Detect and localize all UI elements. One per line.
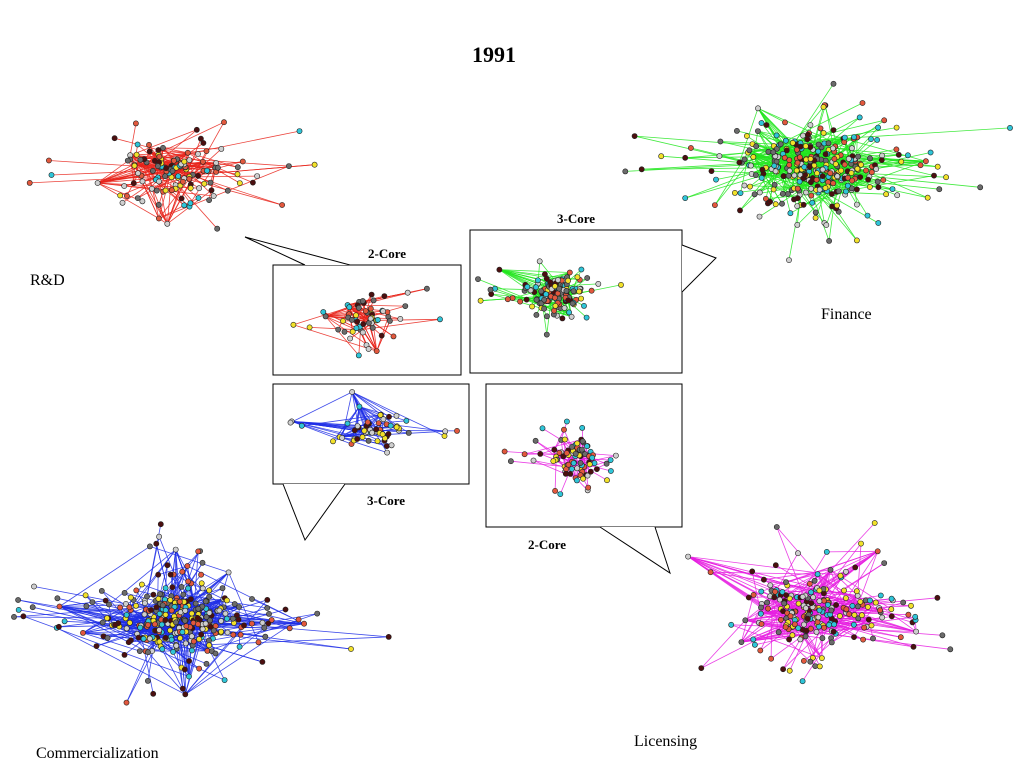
callout-pointer-finance <box>681 244 717 293</box>
network-commercialization <box>11 521 392 706</box>
core-label-finance: 3-Core <box>557 211 596 226</box>
callout-pointer-licensing <box>599 526 671 575</box>
core-label-rd: 2-Core <box>368 246 407 261</box>
core-network-licensing-nodes <box>501 418 619 497</box>
networks <box>11 80 1013 706</box>
network-label-rd: R&D <box>30 272 65 289</box>
core-network-finance-nodes <box>475 258 624 338</box>
core-network-finance <box>475 258 624 338</box>
network-licensing <box>685 520 954 685</box>
core-callouts <box>244 229 717 575</box>
network-finance <box>622 80 1013 263</box>
callout-pointer-commercialization <box>282 483 346 542</box>
core-network-rd <box>290 285 443 359</box>
core-network-commercialization-nodes <box>287 389 460 456</box>
network-label-commercialization: Commercialization <box>36 745 159 762</box>
core-network-licensing <box>501 418 619 497</box>
network-label-finance: Finance <box>821 306 872 323</box>
diagram-title: 1991 <box>472 42 516 67</box>
core-network-commercialization <box>287 389 460 456</box>
network-rd <box>26 119 318 232</box>
network-licensing-nodes <box>685 520 954 685</box>
network-commercialization-nodes <box>11 521 392 706</box>
core-network-rd-nodes <box>290 285 443 359</box>
core-label-licensing: 2-Core <box>528 537 567 552</box>
network-finance-nodes <box>622 80 1013 263</box>
network-label-licensing: Licensing <box>634 733 698 750</box>
callout-pointer-rd <box>244 236 351 266</box>
network-rd-nodes <box>26 119 318 232</box>
core-label-commercialization: 3-Core <box>367 493 406 508</box>
